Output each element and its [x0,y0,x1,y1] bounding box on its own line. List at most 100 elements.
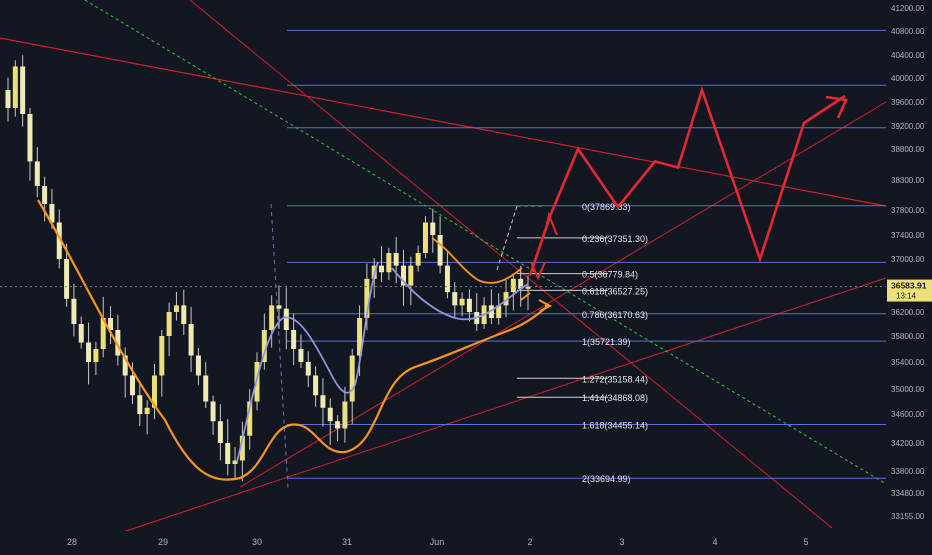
candle-body [518,278,524,289]
candle-body [408,265,414,286]
candle-body [452,292,458,306]
candle-body [137,395,143,414]
x-axis-tick-label: 31 [342,537,352,547]
y-axis-tick-label: 40800.00 [891,27,925,36]
handle-purple-curve [391,267,529,321]
y-axis-tick-label: 34600.00 [891,410,925,419]
candle-body [496,305,502,318]
candle-body [108,318,114,330]
candle-body [86,342,92,362]
y-axis-tick-label: 35800.00 [891,332,925,341]
y-axis-tick-label: 33155.00 [891,512,925,521]
candle-body [210,401,216,422]
candle-body [298,349,304,362]
fibonacci-level-label: 1.272(35158.44) [582,374,648,384]
candle-body [93,349,99,362]
fibonacci-level-label: 1(35721.39) [582,337,631,347]
fibonacci-level-label: 1.618(34455.14) [582,421,648,431]
fibonacci-level-label: 0.236(37351.30) [582,234,648,244]
candle-body [503,292,509,306]
candle-body [276,305,282,309]
x-axis-tick-label: Jun [430,537,445,547]
candle-body [379,265,385,273]
x-axis-tick-label: 4 [712,537,717,547]
y-axis-tick-label: 37400.00 [891,231,925,240]
y-axis-tick-label: 34200.00 [891,439,925,448]
candle-body [12,66,18,108]
descending-resistance-line [0,37,887,207]
candle-body [327,407,333,422]
inverse-hs-purple-curve [236,261,379,463]
candle-body [342,401,348,429]
y-axis-tick-label: 38300.00 [891,176,925,185]
current-price-label: 36583.91 [891,281,927,291]
steep-resistance-line [189,0,833,529]
candle-body [225,443,231,464]
current-price-badge [887,279,932,302]
handle-orange-curve [431,237,523,284]
forecast-arrow-up [544,211,558,236]
y-axis-tick-label: 33800.00 [891,467,925,476]
y-axis-tick-label: 35000.00 [891,385,925,394]
forecast-end-arrow [825,95,848,119]
candle-body [510,278,516,293]
y-axis-tick-label: 36200.00 [891,308,925,317]
countdown-label: 13:14 [896,292,917,301]
x-axis-tick-label: 2 [527,537,532,547]
orange-arrow-head [520,292,553,312]
y-axis-panel [886,0,932,550]
candle-body [42,186,48,204]
candle-body [357,318,363,356]
candle-body [56,222,62,259]
y-axis-tick-label: 41200.00 [891,4,925,13]
candle-body [27,114,33,162]
candle-body [78,324,84,343]
y-axis-tick-label: 39600.00 [891,98,925,107]
lower-support-line [119,277,887,534]
y-axis-tick-label: 33480.00 [891,489,925,498]
candle-body [49,204,55,223]
candle-body [195,355,201,376]
x-axis-tick-label: 30 [252,537,262,547]
y-axis-tick-label: 35400.00 [891,358,925,367]
candle-body [130,375,136,396]
candle-body [400,265,406,286]
candle-body [415,253,421,266]
candle-body [34,161,40,186]
candle-body [422,222,428,253]
fibonacci-level-label: 0.618(36527.25) [582,286,648,296]
candle-body [64,259,70,299]
candle-body [525,286,531,289]
cup-orange-curve [37,199,549,481]
trendlines-layer [0,0,887,534]
candle-body [393,253,399,266]
candle-body [203,375,209,402]
candle-body [437,235,443,266]
y-axis-tick-label: 39200.00 [891,122,925,131]
candle-body [386,253,392,273]
candle-body [269,305,275,330]
candle-body [144,407,150,414]
candle-body [459,298,465,306]
fibonacci-level-label: 2(33694.99) [582,474,631,484]
candle-body [305,362,311,376]
candle-body [313,375,319,396]
pattern-curves-layer [37,199,553,481]
candle-body [217,421,223,443]
x-axis-tick-label: 3 [619,537,624,547]
y-axis-tick-label: 37000.00 [891,255,925,264]
candle-body [173,305,179,312]
candle-body [239,435,245,461]
candle-body [261,330,267,362]
fibonacci-level-label: 0.5(36779.84) [582,270,638,280]
fibonacci-level-label: 0(37869.83) [582,202,631,212]
candle-body [166,312,172,336]
candle-body [349,355,355,402]
candle-body [181,305,187,324]
forecast-layer [528,85,848,281]
candle-body [115,330,121,356]
candle-body [151,375,157,408]
